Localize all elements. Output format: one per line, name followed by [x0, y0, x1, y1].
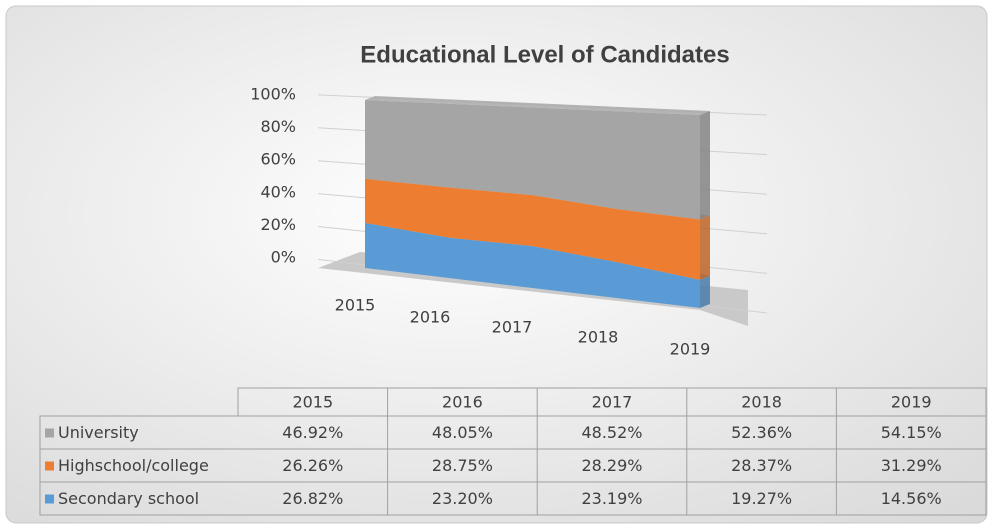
y-tick-label: 40%: [260, 182, 296, 201]
y-tick-label: 20%: [260, 215, 296, 234]
table-cell: 28.29%: [581, 456, 642, 475]
area: [365, 222, 700, 308]
table-header: 2019: [891, 393, 932, 412]
x-tick-label: 2016: [410, 308, 451, 327]
table-header: 2018: [741, 393, 782, 412]
table-cell: 26.26%: [282, 456, 343, 475]
table-header: 2017: [592, 393, 633, 412]
x-tick-label: 2015: [335, 296, 376, 315]
area-top-face: [365, 96, 710, 115]
table-cell: 23.20%: [432, 489, 493, 508]
area-side-face: [700, 215, 710, 280]
table-cell: 46.92%: [282, 423, 343, 442]
table-cell: 19.27%: [731, 489, 792, 508]
area: [365, 100, 700, 220]
table-cell: 14.56%: [881, 489, 942, 508]
table-cell: 48.05%: [432, 423, 493, 442]
area-side-face: [700, 275, 710, 308]
legend-label: Secondary school: [58, 489, 199, 508]
table-cell: 54.15%: [881, 423, 942, 442]
x-tick-label: 2019: [670, 340, 711, 359]
table-cell: 31.29%: [881, 456, 942, 475]
table-header: 2015: [292, 393, 333, 412]
table-row: [39, 481, 987, 516]
legend-label: Highschool/college: [58, 456, 209, 475]
x-tick-label: 2018: [578, 328, 619, 347]
table-cell: 52.36%: [731, 423, 792, 442]
table-cell: 28.75%: [432, 456, 493, 475]
y-tick-label: 100%: [250, 85, 296, 104]
y-tick-label: 0%: [271, 248, 296, 267]
x-tick-label: 2017: [492, 318, 533, 337]
legend-swatch: [45, 428, 54, 438]
y-tick-label: 80%: [260, 117, 296, 136]
table-cell: 48.52%: [581, 423, 642, 442]
table-cell: 28.37%: [731, 456, 792, 475]
legend-swatch: [45, 461, 54, 471]
y-tick-label: 60%: [260, 150, 296, 169]
legend-swatch: [45, 494, 54, 504]
chart-title: Educational Level of Candidates: [360, 41, 729, 68]
table-header: 2016: [442, 393, 483, 412]
table-cell: 23.19%: [581, 489, 642, 508]
legend-label: University: [58, 423, 139, 442]
area: [365, 178, 700, 280]
table-cell: 26.82%: [282, 489, 343, 508]
area-side-face: [700, 111, 710, 220]
